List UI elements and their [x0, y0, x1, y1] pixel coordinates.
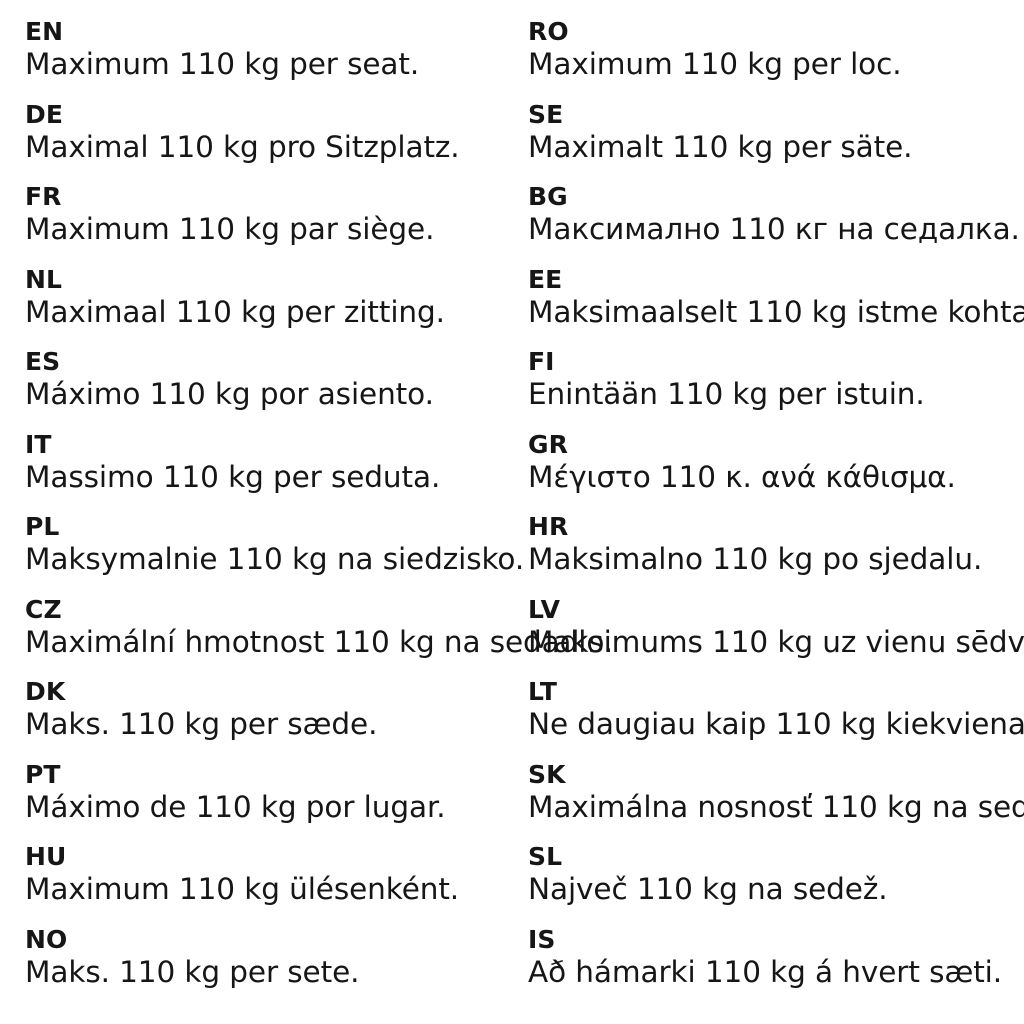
language-code-label: NL: [25, 264, 63, 294]
language-notice-text: Максимално 110 кг на седалка.: [528, 212, 1020, 246]
language-entry: DK Maks. 110 kg per sæde.: [25, 678, 512, 761]
language-code-label: LV: [528, 594, 561, 624]
language-notice-text: Máximo de 110 kg por lugar.: [25, 789, 446, 824]
language-code-label: EN: [25, 17, 64, 46]
language-entry: CZ Maximální hmotnost 110 kg na sedadlo.: [25, 594, 614, 679]
language-code-label: NO: [25, 924, 68, 954]
language-notice-text: Največ 110 kg na sedež.: [528, 872, 888, 906]
language-code-label: HU: [25, 842, 67, 871]
language-code-label: BG: [528, 182, 568, 211]
language-entry: RO Maximum 110 kg per loc.: [528, 18, 1024, 101]
language-code-label: PT: [25, 759, 61, 789]
language-code-label: GR: [528, 429, 568, 459]
language-entry: LT Ne daugiau kaip 110 kg kiekvienai sėd…: [528, 678, 1024, 761]
language-notice-text: Enintään 110 kg per istuin.: [528, 377, 925, 411]
language-code-label: CZ: [25, 594, 62, 624]
notice-columns: EN Maximum 110 kg per seat. DE Maximal 1…: [0, 18, 1024, 1008]
language-entry: GR Μέγιστο 110 κ. ανά κάθισμα.: [528, 431, 1024, 514]
language-notice-text: Maximaal 110 kg per zitting.: [25, 294, 445, 329]
language-entry: EE Maksimaalselt 110 kg istme kohta.: [528, 266, 1024, 349]
language-entry: ES Máximo 110 kg por asiento.: [25, 348, 512, 431]
language-entry: DE Maximal 110 kg pro Sitzplatz.: [25, 101, 512, 184]
language-column-left: EN Maximum 110 kg per seat. DE Maximal 1…: [0, 18, 614, 1009]
language-notice-text: Maximálna nosnosť 110 kg na sedadlo.: [528, 789, 1024, 824]
language-code-label: IT: [25, 429, 52, 459]
language-code-label: FI: [528, 347, 555, 376]
language-entry: IT Massimo 110 kg per seduta.: [25, 431, 512, 514]
language-entry: HR Maksimalno 110 kg po sjedalu.: [528, 513, 1024, 596]
language-entry: PL Maksymalnie 110 kg na siedzisko.: [25, 512, 525, 596]
language-code-label: ES: [25, 347, 61, 376]
language-code-label: RO: [528, 17, 569, 46]
language-notice-text: Maximal 110 kg pro Sitzplatz.: [25, 129, 460, 164]
language-code-label: SK: [528, 759, 566, 789]
language-entry: SE Maximalt 110 kg per säte.: [528, 101, 1024, 184]
language-notice-text: Að hámarki 110 kg á hvert sæti.: [528, 954, 1003, 989]
language-entry: FI Enintään 110 kg per istuin.: [528, 348, 1024, 431]
language-notice-text: Massimo 110 kg per seduta.: [25, 459, 441, 494]
language-notice-text: Maksimalno 110 kg po sjedalu.: [528, 542, 983, 576]
language-notice-text: Maximální hmotnost 110 kg na sedadlo.: [25, 624, 614, 659]
language-notice-text: Μέγιστο 110 κ. ανά κάθισμα.: [528, 459, 956, 494]
language-notice-text: Maksymalnie 110 kg na siedzisko.: [25, 542, 525, 576]
language-notice-text: Maximum 110 kg ülésenként.: [25, 872, 460, 906]
language-code-label: IS: [528, 924, 556, 954]
language-notice-text: Maximum 110 kg per loc.: [528, 47, 902, 81]
language-entry: HU Maximum 110 kg ülésenként.: [25, 843, 512, 926]
language-entry: PT Máximo de 110 kg por lugar.: [25, 761, 512, 844]
language-notice-text: Máximo 110 kg por asiento.: [25, 377, 434, 411]
language-code-label: EE: [528, 264, 563, 294]
language-code-label: PL: [25, 512, 60, 541]
language-notice-text: Maximum 110 kg per seat.: [25, 47, 420, 81]
language-code-label: SL: [528, 842, 563, 871]
language-column-right: RO Maximum 110 kg per loc. SE Maximalt 1…: [512, 18, 1024, 1008]
language-notice-text: Maximalt 110 kg per säte.: [528, 129, 913, 164]
language-entry: SL Največ 110 kg na sedež.: [528, 843, 1024, 926]
language-notice-text: Maximum 110 kg par siège.: [25, 212, 435, 246]
language-entry: FR Maximum 110 kg par siège.: [25, 183, 512, 266]
language-notice-text: Maks. 110 kg per sæde.: [25, 707, 378, 741]
language-code-label: LT: [528, 677, 558, 706]
language-code-label: DK: [25, 677, 66, 706]
language-notice-text: Maksimums 110 kg uz vienu sēdvietu.: [528, 624, 1024, 659]
language-entry: NL Maximaal 110 kg per zitting.: [25, 266, 512, 349]
language-code-label: DE: [25, 99, 64, 129]
language-code-label: FR: [25, 182, 62, 211]
language-notice-text: Maksimaalselt 110 kg istme kohta.: [528, 294, 1024, 329]
language-code-label: SE: [528, 99, 564, 129]
language-entry: LV Maksimums 110 kg uz vienu sēdvietu.: [528, 596, 1024, 679]
language-entry: BG Максимално 110 кг на седалка.: [528, 183, 1024, 266]
language-entry: EN Maximum 110 kg per seat.: [25, 18, 512, 101]
language-notice-text: Maks. 110 kg per sete.: [25, 954, 360, 989]
language-entry: NO Maks. 110 kg per sete.: [25, 926, 512, 1009]
language-notice-text: Ne daugiau kaip 110 kg kiekvienai sėdyne…: [528, 707, 1024, 741]
language-entry: IS Að hámarki 110 kg á hvert sæti.: [528, 926, 1024, 1009]
language-code-label: HR: [528, 512, 569, 541]
language-entry: SK Maximálna nosnosť 110 kg na sedadlo.: [528, 761, 1024, 844]
